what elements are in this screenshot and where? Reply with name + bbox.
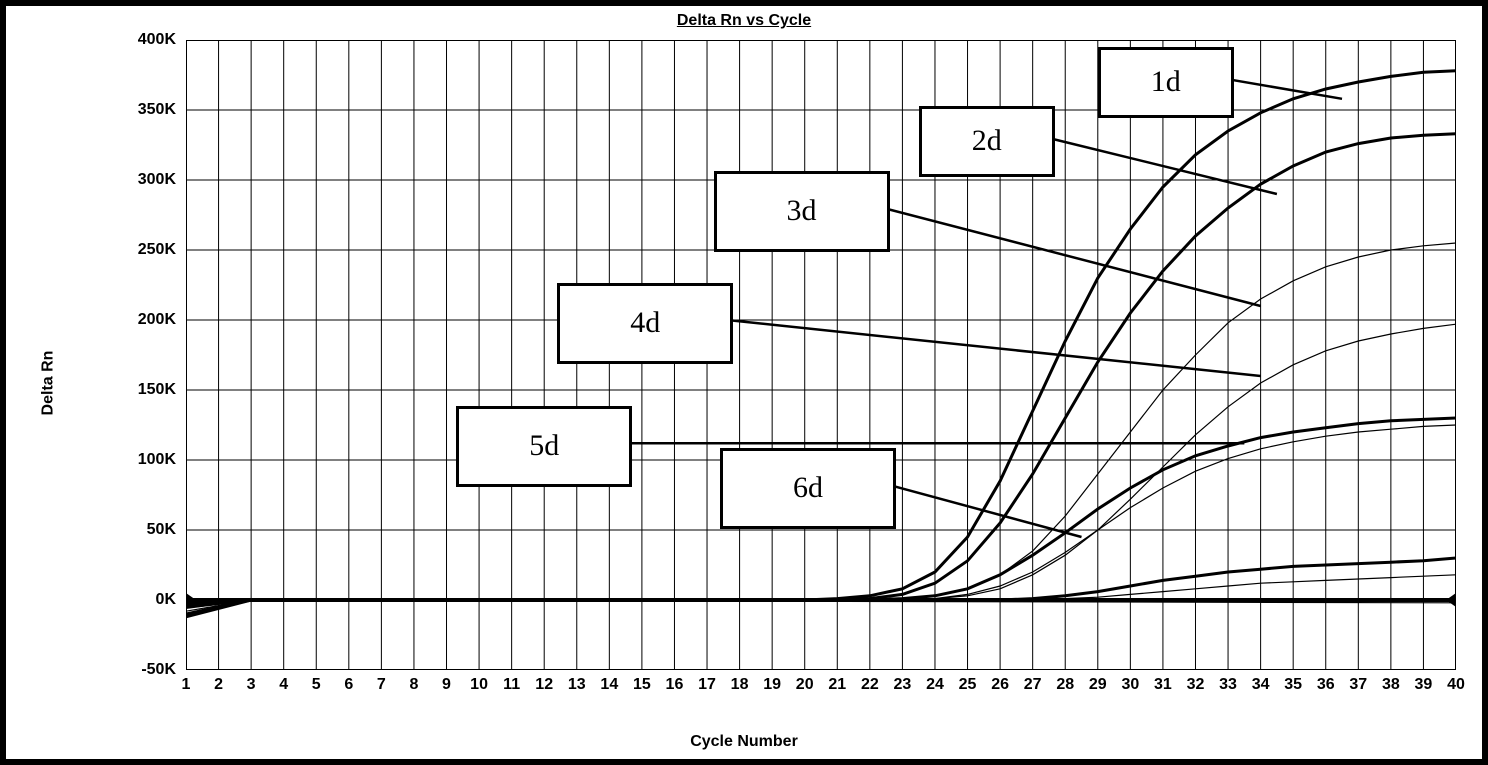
y-tick-label: -50K — [121, 661, 176, 679]
annotation-label: 1d — [1151, 65, 1181, 99]
annotation-label: 4d — [630, 306, 660, 340]
plot-area: 1d2d3d4d5d6d-50K0K50K100K150K200K250K300… — [186, 40, 1456, 670]
series-1d — [186, 71, 1456, 617]
annotation-line-3d — [884, 208, 1261, 306]
x-tick-label: 2 — [214, 676, 223, 694]
x-tick-label: 32 — [1187, 676, 1205, 694]
x-tick-label: 35 — [1284, 676, 1302, 694]
x-tick-label: 11 — [503, 676, 520, 694]
x-tick-label: 18 — [731, 676, 749, 694]
x-tick-label: 9 — [442, 676, 451, 694]
x-tick-label: 6 — [344, 676, 353, 694]
x-tick-label: 10 — [470, 676, 488, 694]
annotation-label: 5d — [529, 429, 559, 463]
annotation-line-4d — [727, 320, 1260, 376]
x-tick-label: 22 — [861, 676, 879, 694]
x-tick-label: 3 — [247, 676, 256, 694]
x-tick-label: 15 — [633, 676, 651, 694]
x-tick-label: 7 — [377, 676, 386, 694]
series-3d — [186, 243, 1456, 611]
annotation-box-1d: 1d — [1098, 47, 1234, 118]
y-tick-label: 350K — [121, 101, 176, 119]
series-6d-a — [186, 558, 1456, 604]
annotation-label: 2d — [972, 124, 1002, 158]
x-tick-label: 13 — [568, 676, 586, 694]
annotation-box-3d: 3d — [714, 171, 890, 252]
y-tick-label: 400K — [121, 31, 176, 49]
x-tick-label: 5 — [312, 676, 321, 694]
x-tick-label: 4 — [279, 676, 288, 694]
chart-svg — [186, 40, 1456, 670]
x-tick-label: 39 — [1415, 676, 1433, 694]
x-tick-label: 25 — [959, 676, 977, 694]
x-tick-label: 29 — [1089, 676, 1107, 694]
y-axis-label: Delta Rn — [39, 350, 57, 415]
y-tick-label: 0K — [121, 591, 176, 609]
annotation-box-4d: 4d — [557, 283, 733, 364]
annotation-box-5d: 5d — [456, 406, 632, 487]
y-tick-label: 250K — [121, 241, 176, 259]
x-tick-label: 27 — [1024, 676, 1042, 694]
x-axis-label: Cycle Number — [6, 733, 1482, 751]
x-tick-label: 40 — [1447, 676, 1465, 694]
x-tick-label: 20 — [796, 676, 814, 694]
x-tick-label: 26 — [991, 676, 1009, 694]
y-tick-label: 150K — [121, 381, 176, 399]
chart-title: Delta Rn vs Cycle — [6, 12, 1482, 30]
x-tick-label: 36 — [1317, 676, 1335, 694]
x-tick-label: 37 — [1349, 676, 1367, 694]
y-tick-label: 300K — [121, 171, 176, 189]
x-tick-label: 30 — [1121, 676, 1139, 694]
x-tick-label: 24 — [926, 676, 944, 694]
x-tick-label: 17 — [698, 676, 716, 694]
x-tick-label: 21 — [828, 676, 846, 694]
annotation-box-6d: 6d — [720, 448, 896, 529]
annotation-box-2d: 2d — [919, 106, 1055, 177]
x-tick-label: 1 — [182, 676, 191, 694]
x-tick-label: 38 — [1382, 676, 1400, 694]
y-tick-label: 50K — [121, 521, 176, 539]
x-tick-label: 19 — [763, 676, 781, 694]
x-tick-label: 14 — [600, 676, 618, 694]
x-tick-label: 34 — [1252, 676, 1270, 694]
annotation-line-6d — [890, 485, 1081, 537]
x-tick-label: 12 — [535, 676, 553, 694]
x-tick-label: 16 — [666, 676, 684, 694]
x-tick-label: 23 — [894, 676, 912, 694]
y-tick-label: 100K — [121, 451, 176, 469]
annotation-label: 6d — [793, 471, 823, 505]
x-tick-label: 8 — [409, 676, 418, 694]
x-tick-label: 28 — [1056, 676, 1074, 694]
x-tick-label: 33 — [1219, 676, 1237, 694]
annotation-label: 3d — [787, 194, 817, 228]
x-tick-label: 31 — [1154, 676, 1172, 694]
y-tick-label: 200K — [121, 311, 176, 329]
chart-frame: Delta Rn vs Cycle Delta Rn Cycle Number … — [0, 0, 1488, 765]
